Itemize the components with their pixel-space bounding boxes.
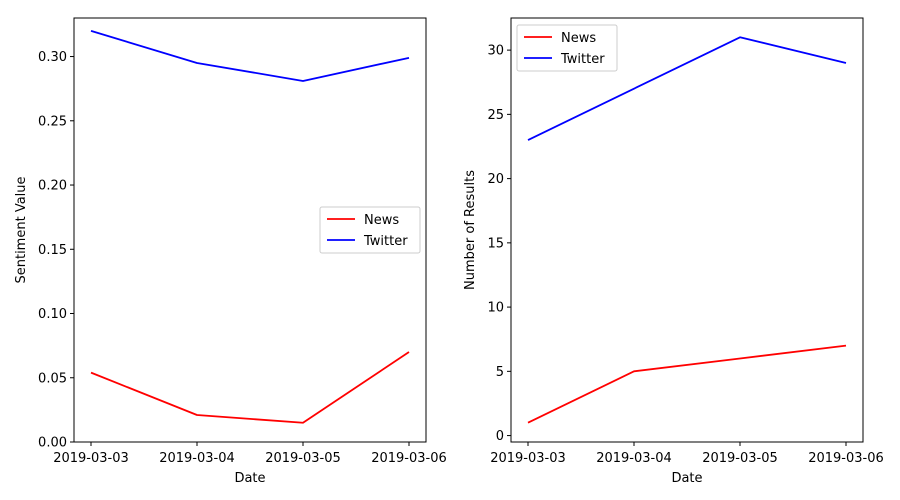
sentiment-series-line-twitter [90, 29, 410, 82]
results-y-tick-label: 0 [496, 429, 504, 444]
sentiment-x-axis: 2019-03-03 2019-03-04 2019-03-05 2019-03-06 [53, 442, 447, 466]
results-x-tick-label: 2019-03-04 [596, 451, 672, 466]
sentiment-y-tick-label: 0.30 [38, 50, 67, 65]
sentiment-legend: News Twitter [319, 206, 421, 254]
results-plot-frame [510, 17, 864, 443]
sentiment-y-axis: 0.00 0.05 0.10 0.15 0.20 0.25 0.30 [38, 50, 74, 451]
results-panel: 2019-03-03 2019-03-04 2019-03-05 2019-03-06… [463, 17, 884, 486]
results-x-tick-label: 2019-03-05 [702, 451, 778, 466]
sentiment-plot-frame [73, 17, 427, 443]
sentiment-y-tick-label: 0.15 [38, 243, 67, 258]
results-legend: News Twitter [516, 24, 618, 72]
sentiment-y-tick-label: 0.10 [38, 307, 67, 322]
results-x-axis: 2019-03-03 2019-03-04 2019-03-05 2019-03-06 [490, 442, 884, 466]
results-legend-news-label: News [561, 31, 596, 46]
results-series-line-twitter [527, 36, 847, 141]
results-x-tick-label: 2019-03-03 [490, 451, 566, 466]
sentiment-series-group [90, 29, 410, 424]
sentiment-x-tick-label: 2019-03-06 [371, 451, 447, 466]
sentiment-panel: 2019-03-03 2019-03-04 2019-03-05 2019-03-06… [14, 17, 447, 486]
sentiment-legend-twitter-label: Twitter [363, 234, 408, 249]
results-series-line-news [527, 344, 847, 424]
sentiment-x-tick-label: 2019-03-03 [53, 451, 129, 466]
sentiment-series-line-news [90, 351, 410, 424]
results-series-group [527, 36, 847, 424]
sentiment-y-tick-label: 0.25 [38, 114, 67, 129]
sentiment-y-tick-label: 0.20 [38, 179, 67, 194]
results-y-axis-label: Number of Results [463, 170, 478, 290]
results-x-tick-label: 2019-03-06 [808, 451, 884, 466]
sentiment-x-axis-label: Date [234, 471, 265, 486]
sentiment-y-axis-label: Sentiment Value [14, 176, 29, 283]
results-x-axis-label: Date [671, 471, 702, 486]
sentiment-y-tick-label: 0.05 [38, 371, 67, 386]
sentiment-x-tick-label: 2019-03-04 [159, 451, 235, 466]
results-y-tick-label: 5 [496, 365, 504, 380]
sentiment-x-tick-label: 2019-03-05 [265, 451, 341, 466]
results-y-axis: 0 5 10 15 20 25 30 [487, 44, 511, 444]
results-legend-twitter-label: Twitter [560, 52, 605, 67]
results-y-tick-label: 20 [487, 172, 504, 187]
sentiment-y-tick-label: 0.00 [38, 436, 67, 451]
results-y-tick-label: 15 [487, 236, 504, 251]
results-y-tick-label: 25 [487, 108, 504, 123]
results-y-tick-label: 30 [487, 44, 504, 59]
sentiment-legend-news-label: News [364, 213, 399, 228]
results-y-tick-label: 10 [487, 301, 504, 316]
